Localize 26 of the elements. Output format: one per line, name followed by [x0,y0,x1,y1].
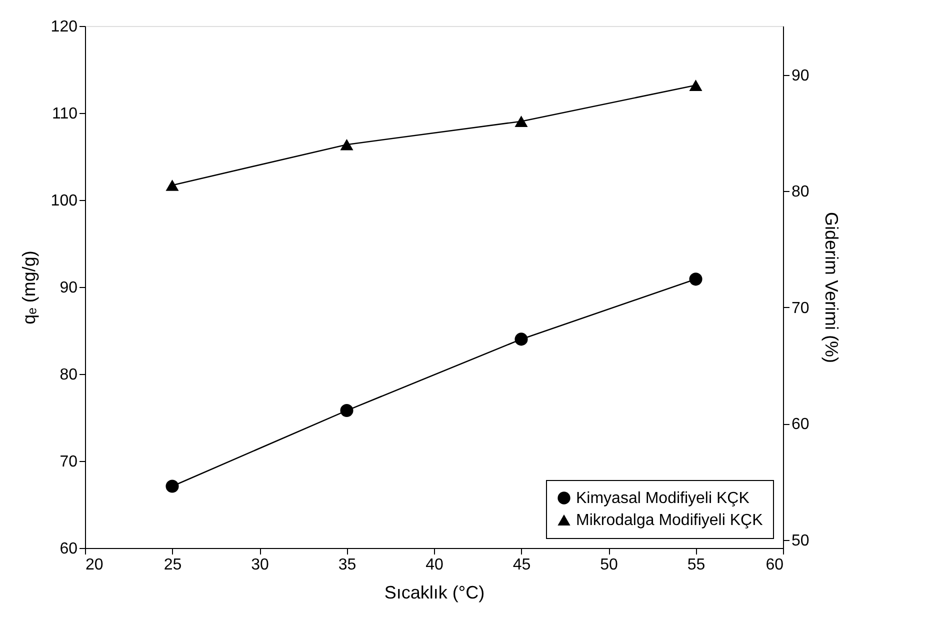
x-tick-label: 30 [251,556,269,574]
y-tick-label: 100 [50,192,78,210]
y2-tick-label: 60 [792,416,810,434]
y2-tick-label: 70 [792,300,810,317]
y-tick-label: 80 [60,366,78,384]
legend-label: Mikrodalga Modifiyeli KÇK [576,512,764,529]
x-axis-title: Sıcaklık (°C) [384,582,485,602]
y-tick-label: 120 [50,18,78,36]
y-tick-label: 110 [52,106,78,122]
x-tick-label: 20 [86,556,104,574]
y2-tick-label: 90 [792,67,810,84]
legend-label: Kimyasal Modifiyeli KÇK [576,490,750,507]
y2-tick-label: 80 [792,184,810,201]
x-tick-label: 40 [426,556,444,574]
y-tick-label: 70 [60,454,78,470]
y2-axis-title: Giderim Verimi (%) [821,212,842,364]
x-tick-label: 35 [338,556,356,574]
y-tick-label: 60 [60,540,78,558]
y2-tick-label: 50 [792,532,810,550]
y-axis-title: qₑ (mg/g) [18,250,39,324]
x-tick-label: 25 [164,556,182,574]
x-tick-label: 50 [600,556,618,574]
x-tick-label: 60 [766,556,784,574]
y-tick-label: 90 [60,280,78,296]
x-tick-label: 45 [512,556,531,574]
x-tick-label: 55 [687,556,706,574]
